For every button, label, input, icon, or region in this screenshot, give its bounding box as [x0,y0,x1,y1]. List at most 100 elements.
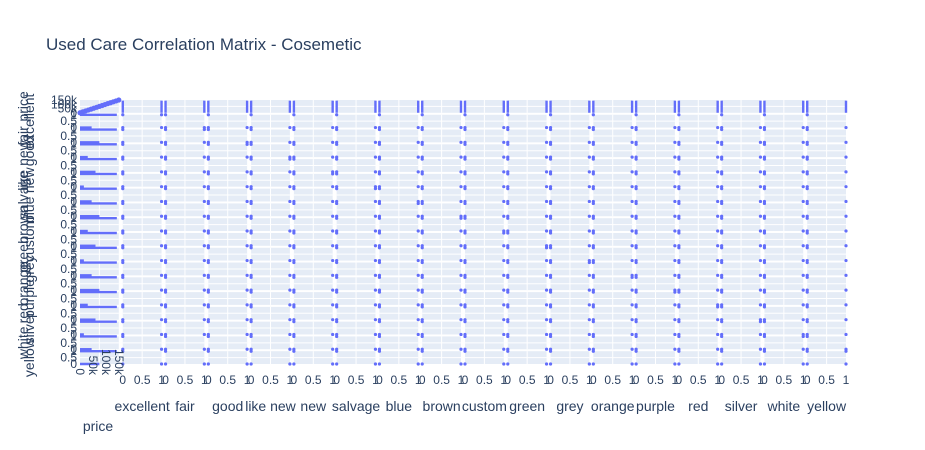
tick-label: 0.5 [60,232,77,246]
data-point [544,214,549,218]
data-point [762,127,767,132]
data-point [716,244,720,248]
data-point [249,216,253,220]
tick-label: 0 [504,373,511,387]
data-point [844,185,848,189]
tick-label: 0 [70,180,77,194]
data-point [506,216,510,220]
data-point [587,229,591,233]
tick-label: 0 [462,373,469,387]
data-point [416,288,420,292]
data-point [544,170,549,174]
data-point [634,290,638,294]
data-point [202,229,206,233]
data-point [202,273,206,277]
data-point [335,275,339,279]
data-point [459,229,463,233]
data-point [377,362,382,366]
data-point [844,303,848,307]
data-point [377,216,382,220]
data-point [206,290,210,294]
data-point [758,288,763,292]
data-point [459,170,463,174]
tick-label: 1 [70,315,77,329]
data-point [591,157,595,161]
data-point [677,275,681,279]
data-point [758,320,763,324]
data-point [416,332,420,337]
data-point [416,229,420,233]
data-point [288,157,292,161]
data-point [801,155,805,159]
data-point [844,125,848,130]
axis-label: new [300,398,327,414]
data-point [245,332,249,337]
data-point [502,140,506,144]
data-point [758,140,763,144]
data-point [288,244,292,248]
data-point [762,113,767,117]
data-point [245,170,249,174]
data-point [331,288,335,292]
data-point [292,201,296,206]
data-point [292,113,296,117]
data-point [548,201,553,206]
data-point [206,172,210,176]
tick-label: 1 [458,373,465,387]
data-point [762,290,767,294]
data-point [335,362,339,366]
data-point [720,172,724,176]
data-point [720,127,724,132]
data-point [506,275,510,279]
data-point [630,170,634,174]
data-point [634,201,638,206]
data-point [844,273,848,277]
axis-label: new [21,167,37,194]
data-point [459,288,463,292]
data-point [288,362,292,366]
data-point [673,303,677,307]
tick-label: 0 [70,342,77,356]
tick-label: 0.5 [60,114,77,128]
data-point [677,157,681,161]
tick-label: 0.5 [690,373,707,387]
data-point [377,142,382,146]
data-point [163,113,168,117]
data-point [206,275,210,279]
data-point [720,349,724,353]
data-point [206,246,210,250]
data-point [591,172,595,176]
data-point [544,273,549,277]
data-point [720,275,724,279]
data-point [630,332,634,337]
data-point [463,187,467,191]
data-point [202,332,206,337]
data-point [206,187,210,191]
data-point [716,288,720,292]
data-point [591,246,595,250]
tick-label: 0 [119,373,126,387]
data-point [335,260,339,265]
data-point [288,140,292,144]
data-point [331,185,335,189]
data-point [677,320,681,324]
data-point [502,288,506,292]
tick-label: 150k [112,349,126,376]
data-point [377,201,382,206]
tick-label: 0 [205,373,212,387]
data-point [331,303,335,307]
data-point [720,290,724,294]
data-point [548,349,553,353]
data-point [420,290,424,294]
data-point [801,347,805,351]
data-point [331,125,335,130]
data-point [163,246,168,250]
data-point [544,362,549,366]
tick-label: 1 [287,373,294,387]
data-point [677,172,681,176]
data-point [548,127,553,132]
data-point [548,172,553,176]
data-point [506,127,510,132]
data-point [163,305,168,309]
